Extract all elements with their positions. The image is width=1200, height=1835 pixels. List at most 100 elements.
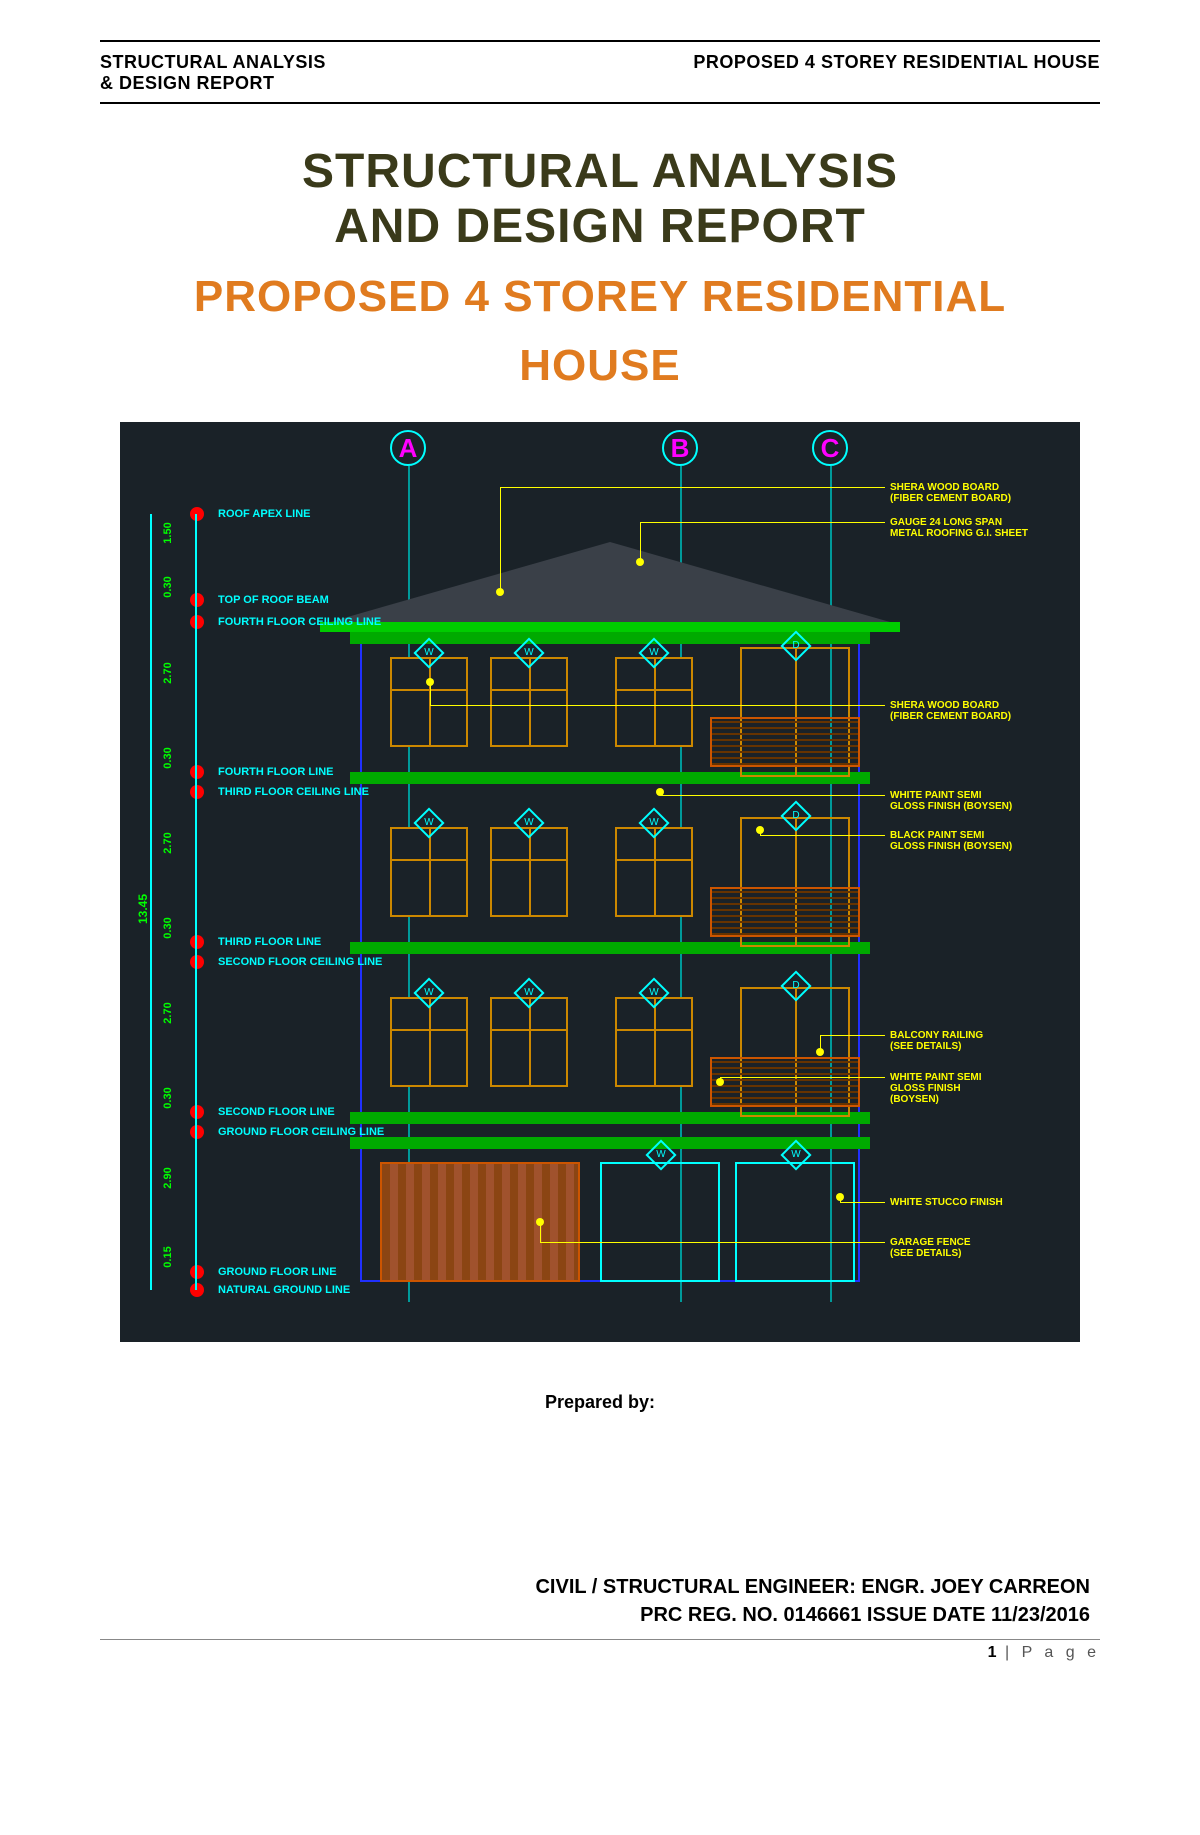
dim-value: 2.70 — [162, 643, 174, 703]
title-line2: AND DESIGN REPORT — [100, 199, 1100, 254]
window — [490, 827, 568, 917]
building-outline: WWWWWWWWWDDDWW — [360, 542, 860, 1282]
engineer-reg: PRC REG. NO. 0146661 ISSUE DATE 11/23/20… — [100, 1601, 1090, 1629]
dim-value: 2.70 — [162, 813, 174, 873]
dim-node — [190, 615, 204, 629]
dim-rail — [195, 1112, 197, 1132]
annotation-label: SHERA WOOD BOARD (FIBER CEMENT BOARD) — [890, 700, 1011, 722]
annotation-label: WHITE PAINT SEMI GLOSS FINISH (BOYSEN) — [890, 790, 1012, 812]
dim-node — [190, 1125, 204, 1139]
window — [615, 657, 693, 747]
dim-rail — [195, 962, 197, 1112]
subtitle-line1: PROPOSED 4 STOREY RESIDENTIAL — [100, 272, 1100, 323]
title-line1: STRUCTURAL ANALYSIS — [100, 144, 1100, 199]
leader-line — [660, 795, 885, 796]
dim-value: 1.50 — [162, 503, 174, 563]
leader-line — [640, 522, 885, 523]
balcony-railing — [710, 717, 860, 767]
leader-line — [720, 1077, 885, 1078]
window — [490, 657, 568, 747]
dim-node — [190, 785, 204, 799]
leader-line — [640, 522, 641, 562]
header-rule-top — [100, 40, 1100, 42]
grid-bubble-a: A — [390, 430, 426, 466]
annotation-label: WHITE PAINT SEMI GLOSS FINISH (BOYSEN) — [890, 1072, 981, 1105]
engineer-name: CIVIL / STRUCTURAL ENGINEER: ENGR. JOEY … — [100, 1573, 1090, 1601]
leader-dot — [816, 1048, 824, 1056]
leader-dot — [496, 588, 504, 596]
annotation-label: WHITE STUCCO FINISH — [890, 1197, 1003, 1208]
window — [390, 997, 468, 1087]
level-label: TOP OF ROOF BEAM — [218, 594, 329, 606]
dim-value: 0.30 — [162, 898, 174, 958]
level-label: FOURTH FLOOR CEILING LINE — [218, 616, 381, 628]
leader-dot — [636, 558, 644, 566]
leader-line — [430, 705, 885, 706]
dim-value: 0.30 — [162, 1068, 174, 1128]
level-label: SECOND FLOOR LINE — [218, 1106, 335, 1118]
dim-node — [190, 593, 204, 607]
leader-line — [500, 487, 885, 488]
dim-node — [190, 935, 204, 949]
dim-node — [190, 507, 204, 521]
roof-eave — [320, 622, 900, 632]
dim-node — [190, 955, 204, 969]
leader-dot — [426, 678, 434, 686]
leader-line — [840, 1202, 885, 1203]
leader-line — [500, 487, 501, 592]
dim-node — [190, 1283, 204, 1297]
header-rule-bottom — [100, 102, 1100, 104]
leader-line — [760, 835, 885, 836]
level-label: THIRD FLOOR CEILING LINE — [218, 786, 369, 798]
dim-rail — [195, 942, 197, 962]
level-label: GROUND FLOOR CEILING LINE — [218, 1126, 384, 1138]
total-dim-rail — [150, 514, 152, 1290]
window — [390, 827, 468, 917]
leader-dot — [536, 1218, 544, 1226]
balcony-railing — [710, 887, 860, 937]
page-header: STRUCTURAL ANALYSIS & DESIGN REPORT PROP… — [100, 48, 1100, 102]
annotation-label: GAUGE 24 LONG SPAN METAL ROOFING G.I. SH… — [890, 517, 1028, 539]
annotation-label: BLACK PAINT SEMI GLOSS FINISH (BOYSEN) — [890, 830, 1012, 852]
dim-rail — [195, 514, 197, 600]
dim-rail — [195, 600, 197, 622]
dim-rail — [195, 772, 197, 792]
level-label: FOURTH FLOOR LINE — [218, 766, 334, 778]
leader-dot — [716, 1078, 724, 1086]
window — [615, 997, 693, 1087]
dim-rail — [195, 622, 197, 772]
window — [615, 827, 693, 917]
dim-value: 0.30 — [162, 557, 174, 617]
total-dim-value: 13.45 — [136, 894, 150, 924]
dim-value: 2.70 — [162, 983, 174, 1043]
window — [390, 657, 468, 747]
page-number: 1 | P a g e — [100, 1640, 1100, 1662]
dim-value: 0.15 — [162, 1227, 174, 1287]
garage-gate — [380, 1162, 580, 1282]
dim-node — [190, 1105, 204, 1119]
grid-bubble-c: C — [812, 430, 848, 466]
window — [490, 997, 568, 1087]
ground-opening — [600, 1162, 720, 1282]
balcony-railing — [710, 1057, 860, 1107]
leader-dot — [756, 826, 764, 834]
level-label: NATURAL GROUND LINE — [218, 1284, 350, 1296]
level-label: ROOF APEX LINE — [218, 508, 311, 520]
cad-elevation-drawing: A B C WWWWWWWWWDDDWW ROOF APEX LINE TOP OF RO… — [120, 422, 1080, 1342]
level-label: GROUND FLOOR LINE — [218, 1266, 337, 1278]
dim-node — [190, 1265, 204, 1279]
leader-dot — [836, 1193, 844, 1201]
annotation-label: BALCONY RAILING (SEE DETAILS) — [890, 1030, 983, 1052]
annotation-label: SHERA WOOD BOARD (FIBER CEMENT BOARD) — [890, 482, 1011, 504]
ground-opening — [735, 1162, 855, 1282]
dim-rail — [195, 1272, 197, 1290]
dim-value: 2.90 — [162, 1148, 174, 1208]
header-left: STRUCTURAL ANALYSIS & DESIGN REPORT — [100, 52, 326, 94]
dim-node — [190, 765, 204, 779]
leader-line — [540, 1242, 885, 1243]
roof — [330, 542, 890, 622]
header-right: PROPOSED 4 STOREY RESIDENTIAL HOUSE — [693, 52, 1100, 94]
leader-line — [820, 1035, 885, 1036]
grid-bubble-b: B — [662, 430, 698, 466]
level-label: THIRD FLOOR LINE — [218, 936, 321, 948]
